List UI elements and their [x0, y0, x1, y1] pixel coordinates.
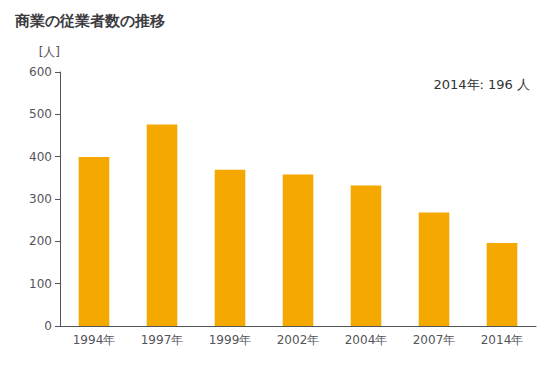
svg-text:2002年: 2002年	[277, 333, 320, 347]
svg-text:2014年: 196 人: 2014年: 196 人	[433, 77, 530, 92]
svg-text:1997年: 1997年	[141, 333, 184, 347]
svg-text:500: 500	[29, 107, 52, 121]
svg-text:商業の従業者数の推移: 商業の従業者数の推移	[14, 12, 165, 30]
svg-text:300: 300	[29, 192, 52, 206]
svg-text:100: 100	[29, 277, 52, 291]
svg-text:200: 200	[29, 234, 52, 248]
svg-text:[人]: [人]	[39, 45, 60, 59]
svg-text:600: 600	[29, 65, 52, 79]
svg-text:2004年: 2004年	[345, 333, 388, 347]
svg-text:400: 400	[29, 150, 52, 164]
svg-text:0: 0	[44, 319, 52, 333]
svg-text:1999年: 1999年	[209, 333, 252, 347]
svg-text:2007年: 2007年	[413, 333, 456, 347]
svg-text:1994年: 1994年	[73, 333, 116, 347]
svg-text:2014年: 2014年	[481, 333, 524, 347]
